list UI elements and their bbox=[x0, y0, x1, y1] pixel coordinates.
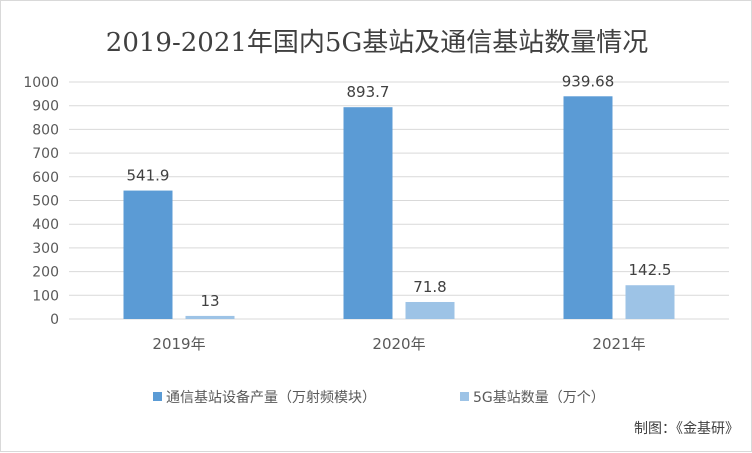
y-tick-label: 700 bbox=[32, 146, 59, 162]
bar-5g-base-stations bbox=[185, 315, 235, 319]
legend-swatch bbox=[153, 392, 162, 401]
bar-5g-base-stations bbox=[405, 301, 455, 319]
data-label: 71.8 bbox=[413, 278, 446, 296]
data-labels: 541.9 13 893.7 71.8 939.68 142.5 bbox=[127, 72, 672, 310]
source-note: 制图：《金基研》 bbox=[634, 420, 739, 437]
y-tick-label: 200 bbox=[32, 265, 59, 281]
y-tick-label: 500 bbox=[32, 194, 59, 210]
bar-equipment-output bbox=[123, 190, 173, 319]
y-tick-label: 900 bbox=[32, 99, 59, 115]
legend-label: 通信基站设备产量（万射频模块） bbox=[166, 389, 376, 406]
y-tick-label: 400 bbox=[32, 217, 59, 233]
bar-equipment-output bbox=[563, 96, 613, 319]
data-label: 541.9 bbox=[127, 167, 170, 185]
x-category-label: 2021年 bbox=[592, 335, 645, 353]
y-axis-ticks: 0 100 200 300 400 500 600 700 800 900 1000 bbox=[23, 75, 59, 328]
x-axis-categories: 2019年 2020年 2021年 bbox=[152, 335, 645, 353]
y-tick-label: 300 bbox=[32, 241, 59, 257]
y-tick-label: 600 bbox=[32, 170, 59, 186]
gridlines bbox=[69, 81, 729, 320]
legend-label: 5G基站数量（万个） bbox=[473, 389, 605, 406]
legend-swatch bbox=[460, 392, 469, 401]
x-category-label: 2019年 bbox=[152, 335, 205, 353]
bar-equipment-output bbox=[343, 107, 393, 319]
bars bbox=[123, 96, 675, 319]
y-tick-label: 1000 bbox=[23, 75, 59, 91]
y-tick-label: 0 bbox=[50, 312, 59, 328]
chart-title: 2019-2021年国内5G基站及通信基站数量情况 bbox=[106, 28, 648, 58]
y-tick-label: 800 bbox=[32, 122, 59, 138]
x-category-label: 2020年 bbox=[372, 335, 425, 353]
y-tick-label: 100 bbox=[32, 288, 59, 304]
data-label: 893.7 bbox=[347, 83, 390, 101]
data-label: 142.5 bbox=[629, 261, 672, 279]
data-label: 939.68 bbox=[562, 72, 615, 90]
bar-5g-base-stations bbox=[625, 285, 675, 319]
legend: 通信基站设备产量（万射频模块） 5G基站数量（万个） bbox=[153, 389, 605, 406]
data-label: 13 bbox=[200, 292, 219, 310]
